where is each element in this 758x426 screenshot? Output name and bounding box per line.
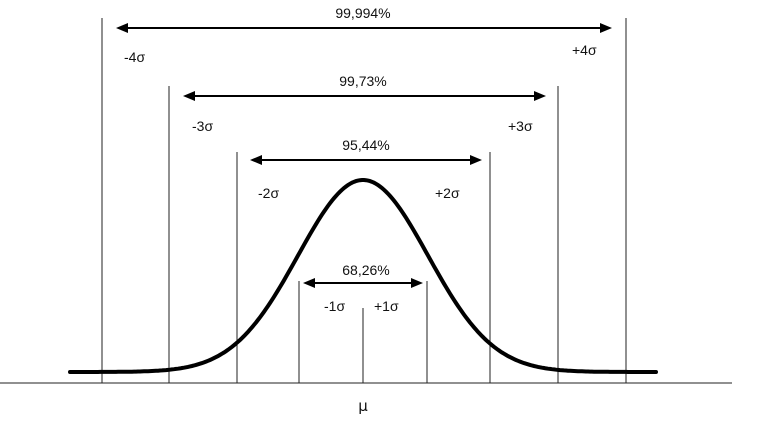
sigma-label-plus-4: +4σ (572, 42, 597, 58)
percent-label-4-sigma: 99,994% (335, 5, 390, 21)
percent-label-3-sigma: 99,73% (339, 73, 386, 89)
sigma-label-minus-1: -1σ (324, 298, 345, 314)
range-arrow-2-sigma (250, 155, 482, 165)
percent-label-2-sigma: 95,44% (342, 137, 389, 153)
sigma-label-plus-2: +2σ (435, 185, 460, 201)
sigma-label-minus-3: -3σ (192, 118, 213, 134)
mean-label: μ (358, 397, 368, 415)
range-arrow-3-sigma (183, 91, 546, 101)
sigma-label-plus-3: +3σ (508, 118, 533, 134)
sigma-label-plus-1: +1σ (374, 298, 399, 314)
bell-curve (68, 178, 658, 374)
percent-label-1-sigma: 68,26% (342, 262, 389, 278)
sigma-label-minus-2: -2σ (258, 185, 279, 201)
sigma-label-minus-4: -4σ (124, 49, 145, 65)
range-arrow-4-sigma (116, 23, 612, 33)
range-arrow-1-sigma (303, 278, 423, 288)
